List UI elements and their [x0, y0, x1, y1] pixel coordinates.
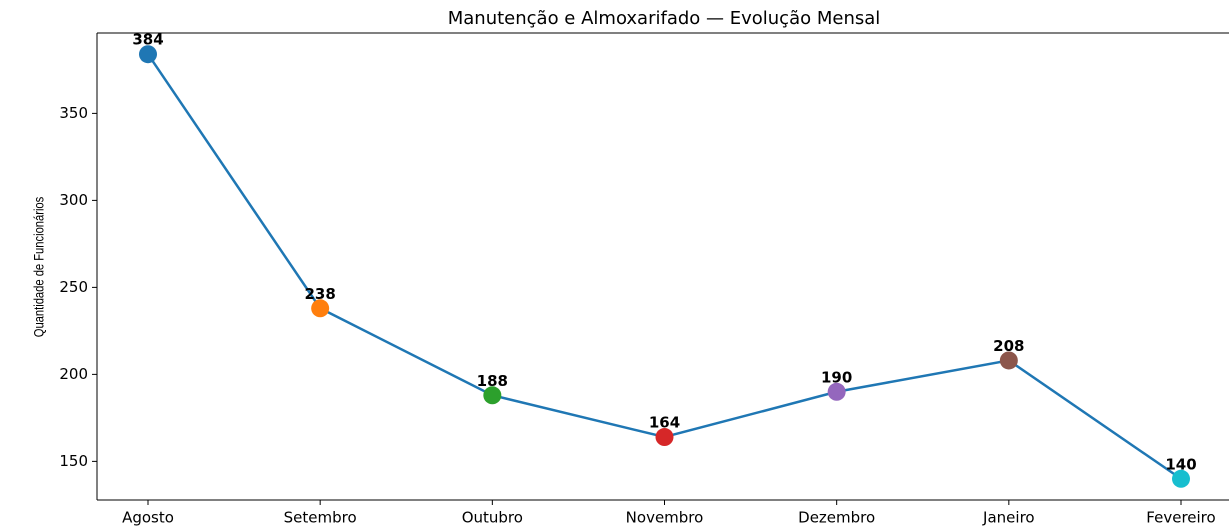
- x-tick-label: Dezembro: [798, 509, 875, 526]
- x-tick-label: Novembro: [626, 509, 704, 526]
- y-tick-label: 150: [59, 452, 88, 470]
- point: [139, 45, 157, 64]
- x-tick-label: Setembro: [284, 509, 357, 526]
- y-tick-label: 300: [59, 191, 88, 209]
- value-label: 208: [993, 337, 1024, 355]
- point: [483, 386, 502, 405]
- x-tick-label: Agosto: [122, 509, 174, 526]
- value-label: 238: [305, 285, 336, 303]
- point: [311, 299, 330, 318]
- point: [1172, 469, 1190, 488]
- y-tick-label: 250: [59, 278, 88, 296]
- x-tick-label: Outubro: [462, 509, 523, 526]
- x-tick-label: Fevereiro: [1146, 509, 1215, 526]
- value-label: 188: [477, 372, 508, 390]
- value-label: 140: [1165, 455, 1196, 473]
- point: [655, 428, 674, 447]
- chart-title: Manutenção e Almoxarifado — Evolução Men…: [448, 8, 881, 29]
- y-tick-label: 200: [59, 365, 88, 383]
- x-tick-label: Janeiro: [982, 509, 1035, 526]
- value-label: 190: [821, 368, 852, 386]
- value-label: 164: [649, 414, 680, 432]
- point: [827, 382, 846, 401]
- value-label: 384: [132, 31, 163, 49]
- y-axis-label: Quantidade de Funcionários: [32, 197, 47, 337]
- y-tick-label: 350: [59, 104, 88, 122]
- point: [999, 351, 1018, 370]
